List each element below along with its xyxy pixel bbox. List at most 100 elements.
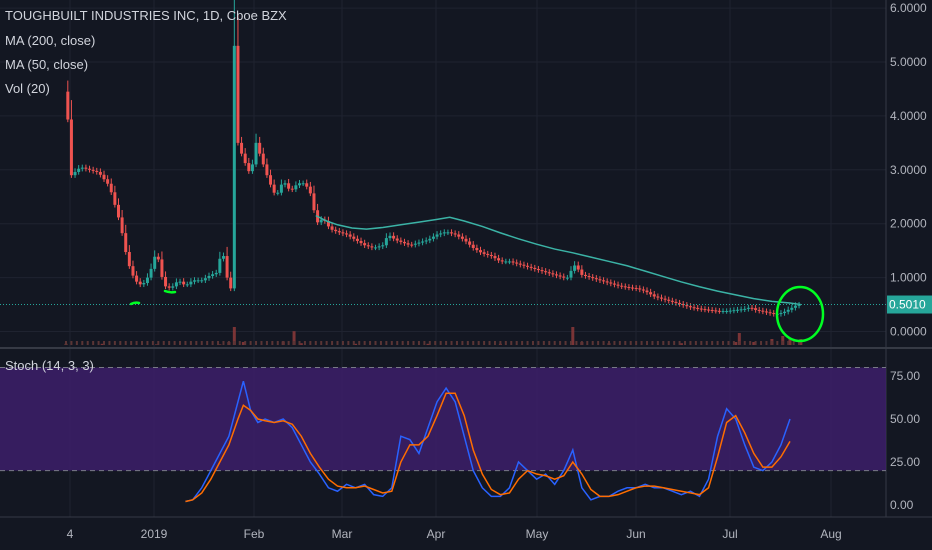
candle-body	[710, 309, 714, 311]
volume-bar	[477, 341, 480, 345]
x-tick-label: Feb	[244, 527, 265, 541]
stoch-d-line	[185, 392, 791, 503]
volume-bar	[141, 341, 144, 345]
volume-bar	[241, 342, 245, 345]
candle-body	[247, 163, 251, 172]
candle-body	[569, 270, 573, 278]
volume-bar	[407, 341, 410, 345]
volume-bar	[81, 341, 84, 345]
volume-bar	[792, 341, 795, 345]
x-tick-label: 2019	[141, 527, 168, 541]
last-price-label: 0.5010	[889, 298, 926, 312]
volume-bar	[531, 341, 534, 345]
candle-body	[670, 300, 674, 302]
candle-body	[544, 271, 548, 273]
candle-body	[287, 183, 291, 189]
candle-body	[721, 311, 725, 313]
volume-bar	[423, 341, 426, 345]
candle-body	[124, 233, 128, 253]
candle-body	[366, 245, 370, 247]
x-tick-label: 4	[67, 527, 74, 541]
candle-body	[656, 296, 660, 298]
candle-body	[772, 313, 776, 315]
candle-body	[185, 284, 189, 286]
volume-bar	[92, 341, 95, 345]
volume-bar	[325, 341, 328, 345]
volume-bar	[173, 341, 176, 345]
volume-bar	[510, 341, 513, 345]
highlight-circle	[775, 285, 825, 343]
candle-body	[486, 253, 490, 255]
volume-bar	[113, 341, 116, 345]
volume-bar	[184, 341, 187, 345]
volume-bar	[504, 341, 507, 345]
volume-bar	[293, 341, 296, 345]
candle-body	[145, 277, 149, 284]
candle-body	[631, 287, 635, 289]
price-tick-label: 0.0000	[890, 325, 927, 339]
candle-body	[95, 170, 99, 172]
volume-bar	[218, 344, 222, 345]
candle-body	[388, 235, 392, 239]
volume-bar	[155, 344, 158, 345]
volume-bar	[770, 341, 773, 345]
volume-bar	[130, 341, 133, 345]
price-tick-label: 2.0000	[890, 217, 927, 231]
candle-body	[435, 234, 439, 237]
candle-body	[269, 175, 273, 185]
stoch-tick-label: 50.00	[890, 412, 920, 426]
candle-body	[746, 307, 750, 309]
candle-body	[793, 305, 797, 308]
candle-body	[471, 244, 475, 248]
candle-body	[667, 299, 671, 301]
volume-bar	[705, 341, 708, 345]
volume-bar	[276, 341, 279, 345]
volume-bar	[716, 341, 719, 345]
volume-bar	[548, 341, 551, 345]
candle-body	[591, 277, 595, 279]
candle-body	[232, 45, 236, 289]
volume-bar	[651, 341, 654, 345]
volume-bar	[564, 341, 567, 345]
volume-bar	[379, 341, 382, 345]
candle-body	[290, 188, 294, 190]
candle-body	[674, 301, 678, 303]
candle-body	[594, 278, 598, 280]
candle-body	[196, 280, 200, 282]
volume-bar	[738, 341, 741, 345]
candle-body	[450, 232, 454, 234]
candle-body	[659, 297, 663, 299]
volume-bar	[347, 341, 350, 345]
volume-bar	[385, 341, 388, 345]
volume-bar	[743, 341, 746, 345]
candle-body	[84, 167, 88, 169]
candle-body	[312, 193, 316, 211]
candle-body	[609, 282, 613, 284]
volume-bar	[200, 341, 203, 345]
candle-body	[507, 261, 511, 263]
volume-bar	[640, 341, 643, 345]
volume-bar	[689, 341, 692, 345]
candle-body	[374, 247, 378, 249]
x-tick-label: Mar	[332, 527, 353, 541]
candle-body	[294, 185, 298, 190]
volume-bar	[798, 341, 801, 345]
candle-body	[786, 309, 790, 312]
chart-title: TOUGHBUILT INDUSTRIES INC, 1D, Cboe BZX	[5, 8, 287, 23]
volume-bar	[483, 341, 486, 345]
candle-body	[475, 247, 479, 251]
legend-ma200: MA (200, close)	[5, 33, 96, 48]
volume-bar	[309, 341, 312, 345]
volume-bar	[586, 341, 589, 345]
candle-body	[790, 307, 794, 310]
volume-bar	[734, 342, 738, 345]
candle-body	[337, 231, 341, 233]
volume-bar	[352, 341, 355, 345]
candle-body	[678, 302, 682, 305]
volume-bar	[439, 341, 442, 345]
last-price-tag	[887, 295, 932, 314]
candle-body	[200, 280, 204, 282]
candle-body	[489, 254, 493, 257]
stoch-tick-label: 0.00	[890, 498, 914, 512]
candle-body	[395, 238, 399, 241]
